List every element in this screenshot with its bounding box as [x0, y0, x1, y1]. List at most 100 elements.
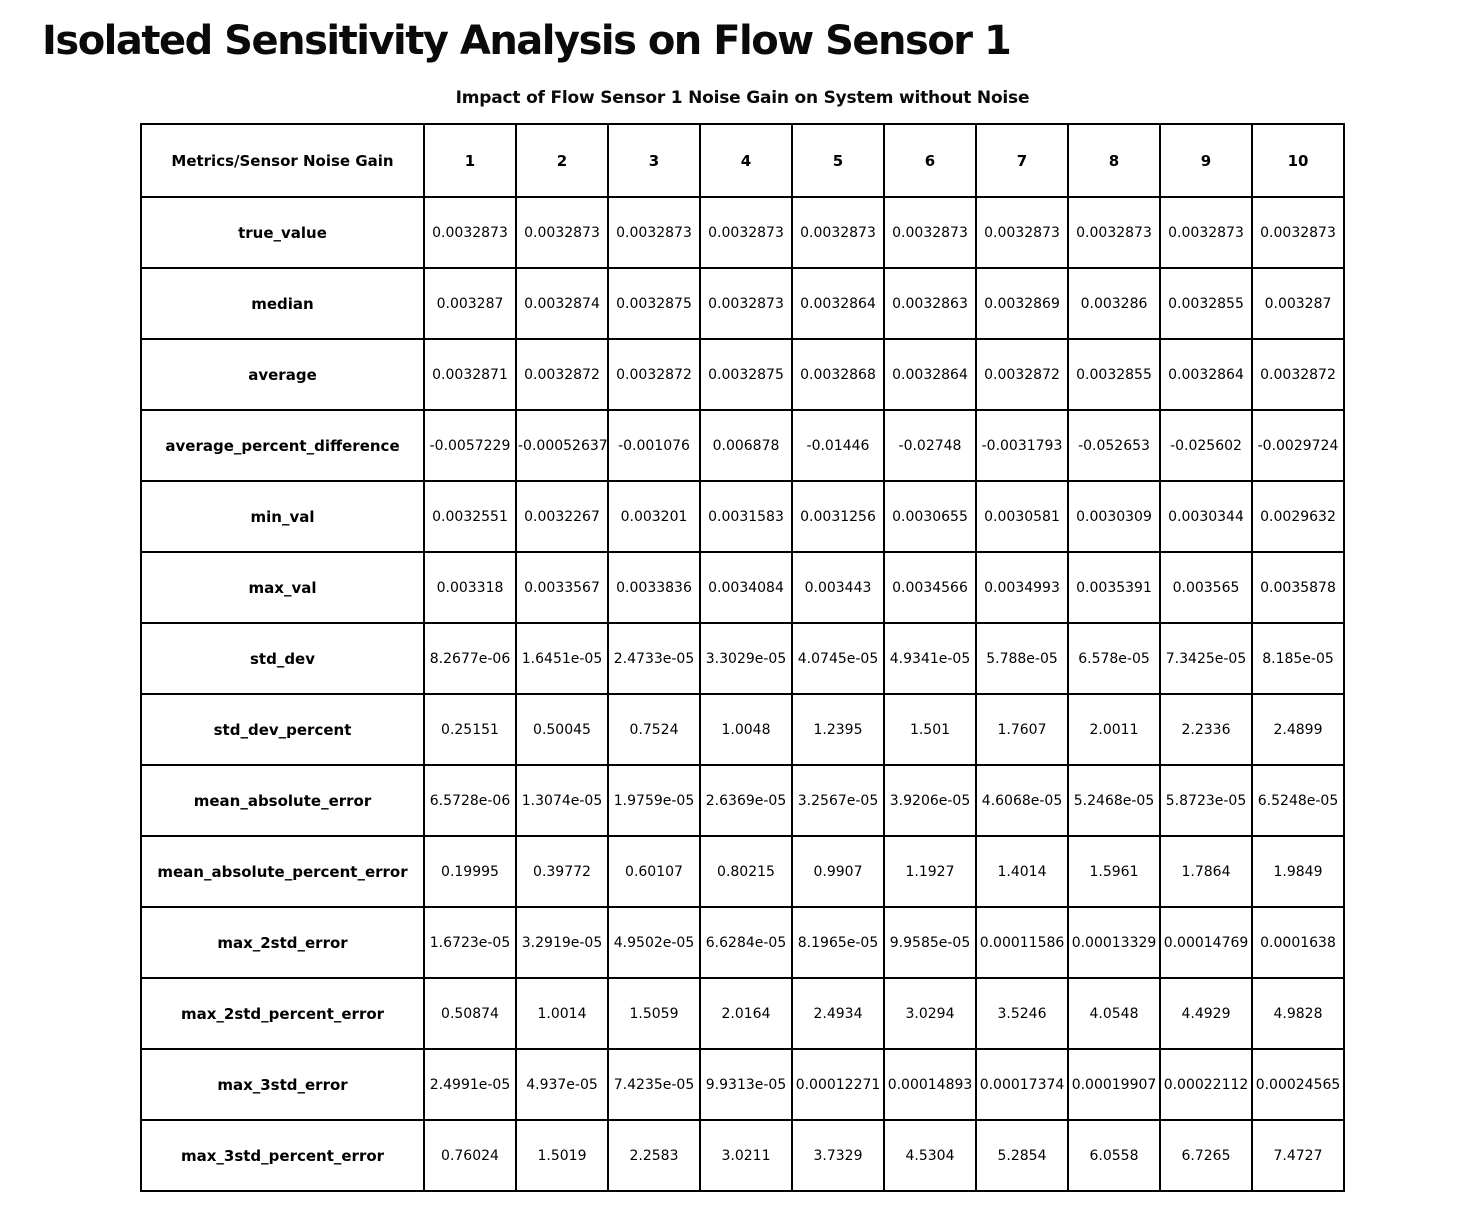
table-row-max_3std_error: max_3std_error 2.4991e-05 4.937e-05 7.4235e… — [140, 1048, 1345, 1121]
cell-std_dev-col7: 5.788e-05 — [975, 622, 1069, 695]
cell-max_2std_percent_error-col8: 4.0548 — [1067, 977, 1161, 1050]
cell-max_2std_percent_error-col4: 2.0164 — [699, 977, 793, 1050]
cell-std_dev-col8: 6.578e-05 — [1067, 622, 1161, 695]
cell-max_2std_error-col9: 0.00014769 — [1159, 906, 1253, 979]
table-row-max_val: max_val 0.003318 0.0033567 0.0033836 0.00340… — [140, 551, 1345, 624]
cell-max_2std_percent_error-col2: 1.0014 — [515, 977, 609, 1050]
cell-std_dev_percent-col2: 0.50045 — [515, 693, 609, 766]
table-row-true_value: true_value 0.0032873 0.0032873 0.0032873 0.0… — [140, 196, 1345, 269]
cell-median-col8: 0.003286 — [1067, 267, 1161, 340]
row-label-mean_absolute_error: mean_absolute_error — [140, 764, 425, 837]
cell-max_2std_error-col8: 0.00013329 — [1067, 906, 1161, 979]
cell-mean_absolute_error-col6: 3.9206e-05 — [883, 764, 977, 837]
cell-true_value-col7: 0.0032873 — [975, 196, 1069, 269]
cell-max_3std_percent_error-col7: 5.2854 — [975, 1119, 1069, 1192]
cell-max_2std_percent_error-col3: 1.5059 — [607, 977, 701, 1050]
cell-mean_absolute_error-col10: 6.5248e-05 — [1251, 764, 1345, 837]
row-label-mean_absolute_percent_error: mean_absolute_percent_error — [140, 835, 425, 908]
cell-std_dev_percent-col6: 1.501 — [883, 693, 977, 766]
cell-max_2std_percent_error-col6: 3.0294 — [883, 977, 977, 1050]
cell-average-col10: 0.0032872 — [1251, 338, 1345, 411]
cell-average_percent_difference-col10: -0.0029724 — [1251, 409, 1345, 482]
row-label-average: average — [140, 338, 425, 411]
cell-max_val-col10: 0.0035878 — [1251, 551, 1345, 624]
cell-median-col9: 0.0032855 — [1159, 267, 1253, 340]
cell-min_val-col8: 0.0030309 — [1067, 480, 1161, 553]
cell-average_percent_difference-col1: -0.0057229 — [423, 409, 517, 482]
cell-std_dev_percent-col8: 2.0011 — [1067, 693, 1161, 766]
cell-std_dev_percent-col3: 0.7524 — [607, 693, 701, 766]
table-row-std_dev_percent: std_dev_percent 0.25151 0.50045 0.7524 1.004… — [140, 693, 1345, 766]
cell-average_percent_difference-col9: -0.025602 — [1159, 409, 1253, 482]
cell-std_dev-col10: 8.185e-05 — [1251, 622, 1345, 695]
cell-mean_absolute_error-col9: 5.8723e-05 — [1159, 764, 1253, 837]
cell-mean_absolute_error-col8: 5.2468e-05 — [1067, 764, 1161, 837]
col-header-2: 2 — [515, 123, 609, 198]
cell-median-col5: 0.0032864 — [791, 267, 885, 340]
cell-mean_absolute_percent_error-col5: 0.9907 — [791, 835, 885, 908]
cell-median-col2: 0.0032874 — [515, 267, 609, 340]
cell-mean_absolute_percent_error-col8: 1.5961 — [1067, 835, 1161, 908]
cell-max_val-col6: 0.0034566 — [883, 551, 977, 624]
cell-max_3std_error-col2: 4.937e-05 — [515, 1048, 609, 1121]
cell-min_val-col4: 0.0031583 — [699, 480, 793, 553]
cell-mean_absolute_percent_error-col2: 0.39772 — [515, 835, 609, 908]
row-label-max_3std_percent_error: max_3std_percent_error — [140, 1119, 425, 1192]
cell-average_percent_difference-col7: -0.0031793 — [975, 409, 1069, 482]
cell-true_value-col4: 0.0032873 — [699, 196, 793, 269]
cell-max_3std_percent_error-col5: 3.7329 — [791, 1119, 885, 1192]
cell-max_val-col9: 0.003565 — [1159, 551, 1253, 624]
cell-max_3std_error-col5: 0.00012271 — [791, 1048, 885, 1121]
cell-max_2std_percent_error-col1: 0.50874 — [423, 977, 517, 1050]
row-label-true_value: true_value — [140, 196, 425, 269]
cell-max_2std_error-col7: 0.00011586 — [975, 906, 1069, 979]
corner-header: Metrics/Sensor Noise Gain — [140, 123, 425, 198]
cell-average_percent_difference-col4: 0.006878 — [699, 409, 793, 482]
cell-std_dev_percent-col4: 1.0048 — [699, 693, 793, 766]
col-header-10: 10 — [1251, 123, 1345, 198]
cell-average-col5: 0.0032868 — [791, 338, 885, 411]
cell-mean_absolute_error-col2: 1.3074e-05 — [515, 764, 609, 837]
cell-mean_absolute_percent_error-col6: 1.1927 — [883, 835, 977, 908]
cell-std_dev_percent-col1: 0.25151 — [423, 693, 517, 766]
cell-average-col8: 0.0032855 — [1067, 338, 1161, 411]
cell-true_value-col2: 0.0032873 — [515, 196, 609, 269]
cell-average-col7: 0.0032872 — [975, 338, 1069, 411]
cell-max_2std_error-col1: 1.6723e-05 — [423, 906, 517, 979]
cell-std_dev-col9: 7.3425e-05 — [1159, 622, 1253, 695]
cell-max_3std_error-col10: 0.00024565 — [1251, 1048, 1345, 1121]
cell-std_dev_percent-col10: 2.4899 — [1251, 693, 1345, 766]
cell-max_3std_percent_error-col8: 6.0558 — [1067, 1119, 1161, 1192]
cell-max_3std_error-col1: 2.4991e-05 — [423, 1048, 517, 1121]
col-header-8: 8 — [1067, 123, 1161, 198]
cell-true_value-col10: 0.0032873 — [1251, 196, 1345, 269]
cell-true_value-col9: 0.0032873 — [1159, 196, 1253, 269]
cell-std_dev-col1: 8.2677e-06 — [423, 622, 517, 695]
cell-mean_absolute_percent_error-col1: 0.19995 — [423, 835, 517, 908]
col-header-3: 3 — [607, 123, 701, 198]
cell-max_val-col3: 0.0033836 — [607, 551, 701, 624]
cell-std_dev-col5: 4.0745e-05 — [791, 622, 885, 695]
cell-mean_absolute_error-col4: 2.6369e-05 — [699, 764, 793, 837]
cell-max_3std_error-col6: 0.00014893 — [883, 1048, 977, 1121]
cell-mean_absolute_percent_error-col10: 1.9849 — [1251, 835, 1345, 908]
cell-median-col4: 0.0032873 — [699, 267, 793, 340]
cell-std_dev_percent-col7: 1.7607 — [975, 693, 1069, 766]
cell-true_value-col3: 0.0032873 — [607, 196, 701, 269]
col-header-7: 7 — [975, 123, 1069, 198]
sensitivity-table: Metrics/Sensor Noise Gain 1 2 3 4 5 6 7 8 9 10 tru… — [140, 123, 1345, 1192]
cell-average_percent_difference-col5: -0.01446 — [791, 409, 885, 482]
table-row-average: average 0.0032871 0.0032872 0.0032872 0.0032… — [140, 338, 1345, 411]
cell-max_2std_error-col6: 9.9585e-05 — [883, 906, 977, 979]
cell-mean_absolute_percent_error-col4: 0.80215 — [699, 835, 793, 908]
cell-max_3std_error-col8: 0.00019907 — [1067, 1048, 1161, 1121]
cell-max_2std_percent_error-col7: 3.5246 — [975, 977, 1069, 1050]
cell-min_val-col2: 0.0032267 — [515, 480, 609, 553]
cell-max_2std_percent_error-col9: 4.4929 — [1159, 977, 1253, 1050]
cell-median-col10: 0.003287 — [1251, 267, 1345, 340]
row-label-min_val: min_val — [140, 480, 425, 553]
table-row-average_percent_difference: average_percent_difference -0.0057229 -0.0… — [140, 409, 1345, 482]
cell-average-col1: 0.0032871 — [423, 338, 517, 411]
cell-true_value-col6: 0.0032873 — [883, 196, 977, 269]
